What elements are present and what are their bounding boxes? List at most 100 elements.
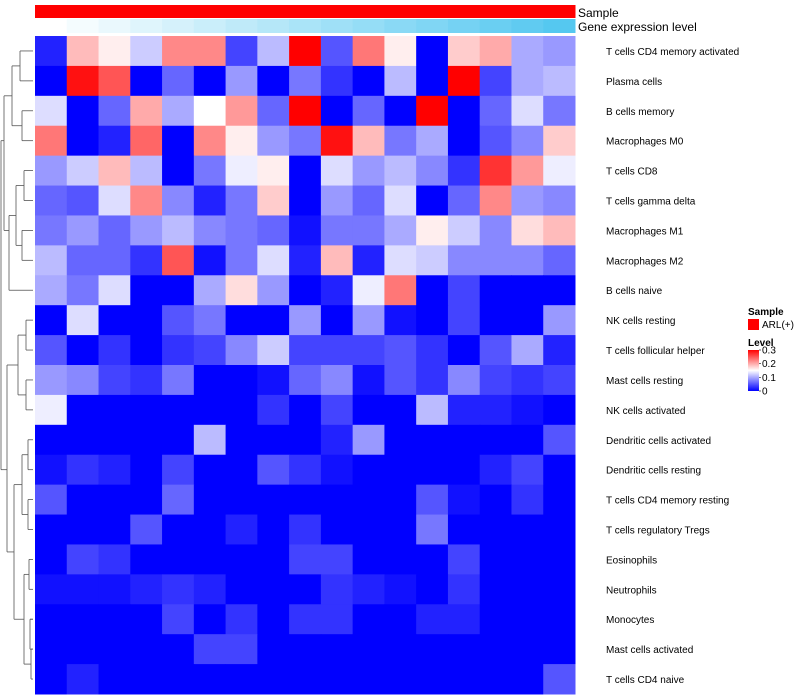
gene-expression-annotation-cell: [416, 19, 449, 33]
heatmap-cell: [479, 514, 512, 545]
heatmap-cell: [98, 664, 131, 695]
heatmap-cell: [479, 125, 512, 157]
heatmap-cell: [225, 365, 258, 396]
heatmap-cell: [289, 574, 322, 605]
heatmap-cell: [193, 544, 227, 575]
heatmap-cell: [162, 454, 195, 486]
heatmap-cell: [320, 125, 354, 157]
heatmap-cell: [98, 125, 131, 157]
sample-annotation-track: [35, 5, 576, 18]
heatmap-cell: [35, 514, 68, 545]
heatmap-cell: [162, 185, 195, 216]
heatmap-cell: [289, 155, 322, 187]
heatmap-cell: [193, 664, 227, 695]
heatmap-cell: [479, 305, 512, 336]
heatmap-cell: [384, 634, 417, 665]
gene-expression-annotation-cell: [257, 19, 290, 33]
heatmap-cell: [66, 365, 100, 396]
heatmap-cell: [98, 215, 131, 246]
row-label: T cells CD4 naive: [606, 675, 685, 686]
heatmap-cell: [66, 245, 100, 276]
heatmap-cell: [320, 245, 354, 276]
heatmap-cell: [479, 454, 512, 486]
heatmap-cell: [416, 574, 449, 605]
heatmap-cell: [257, 305, 290, 336]
heatmap-cell: [352, 335, 385, 366]
heatmap-cell: [35, 454, 68, 486]
heatmap-cell: [447, 95, 481, 127]
heatmap-cell: [384, 574, 417, 605]
heatmap-cell: [447, 305, 481, 336]
heatmap-cell: [257, 634, 290, 665]
heatmap-cell: [257, 604, 290, 635]
heatmap-cell: [511, 185, 544, 216]
level-tick-label: 0.2: [762, 359, 776, 370]
heatmap-cell: [35, 664, 68, 695]
heatmap-cell: [130, 275, 163, 306]
heatmap-cell: [130, 125, 163, 157]
heatmap-cell: [416, 664, 449, 695]
heatmap-cell: [66, 305, 100, 336]
heatmap-cell: [225, 36, 258, 67]
heatmap-cell: [98, 484, 131, 516]
heatmap-cell: [352, 155, 385, 187]
heatmap-cell: [162, 514, 195, 545]
heatmap-cell: [193, 275, 227, 306]
heatmap-cell: [193, 125, 227, 157]
heatmap-cell: [352, 484, 385, 516]
gene-expression-annotation-track: [35, 19, 576, 33]
heatmap-cell: [543, 394, 576, 426]
heatmap-cell: [130, 36, 163, 67]
heatmap-cell: [384, 394, 417, 426]
heatmap-cell: [98, 514, 131, 545]
sample-track-label: Sample: [578, 6, 619, 20]
heatmap-cell: [352, 574, 385, 605]
heatmap-cell: [35, 365, 68, 396]
heatmap-cell: [162, 544, 195, 575]
heatmap-cell: [35, 574, 68, 605]
heatmap-cell: [35, 544, 68, 575]
heatmap-cell: [162, 275, 195, 306]
heatmap-cell: [543, 185, 576, 216]
heatmap-cell: [289, 335, 322, 366]
row-label: T cells regulatory Tregs: [606, 526, 710, 537]
heatmap-cell: [320, 394, 354, 426]
heatmap-cell: [543, 245, 576, 276]
heatmap-cell: [320, 604, 354, 635]
row-label: T cells CD4 memory resting: [606, 496, 729, 507]
heatmap-cell: [66, 215, 100, 246]
heatmap-cell: [35, 305, 68, 336]
heatmap-cell: [130, 215, 163, 246]
heatmap-cell: [98, 65, 131, 97]
heatmap-cell: [225, 95, 258, 127]
heatmap-cell: [193, 484, 227, 516]
heatmap-cell: [447, 574, 481, 605]
row-labels: T cells CD4 memory activated Plasma cells…: [606, 47, 739, 686]
heatmap-cell: [352, 245, 385, 276]
heatmap-cell: [352, 365, 385, 396]
heatmap-cell: [130, 394, 163, 426]
heatmap-cell: [320, 305, 354, 336]
heatmap-cell: [193, 215, 227, 246]
gene-expression-annotation-cell: [130, 19, 163, 33]
heatmap-cell: [257, 454, 290, 486]
heatmap-cell: [98, 185, 131, 216]
heatmap-cell: [352, 95, 385, 127]
heatmap-cell: [543, 634, 576, 665]
heatmap-cell: [543, 215, 576, 246]
heatmap-cell: [320, 95, 354, 127]
heatmap-cell: [320, 664, 354, 695]
heatmap-cell: [352, 604, 385, 635]
heatmap-cell: [416, 424, 449, 456]
heatmap-cell: [352, 634, 385, 665]
heatmap-cell: [225, 634, 258, 665]
heatmap-cell: [289, 125, 322, 157]
heatmap-cell: [511, 394, 544, 426]
heatmap-cell: [225, 454, 258, 486]
heatmap-cell: [479, 574, 512, 605]
heatmap-cell: [384, 454, 417, 486]
gene-expression-annotation-cell: [447, 19, 481, 33]
heatmap-cell: [416, 454, 449, 486]
row-label: T cells CD4 memory activated: [606, 47, 739, 58]
heatmap-cell: [225, 275, 258, 306]
